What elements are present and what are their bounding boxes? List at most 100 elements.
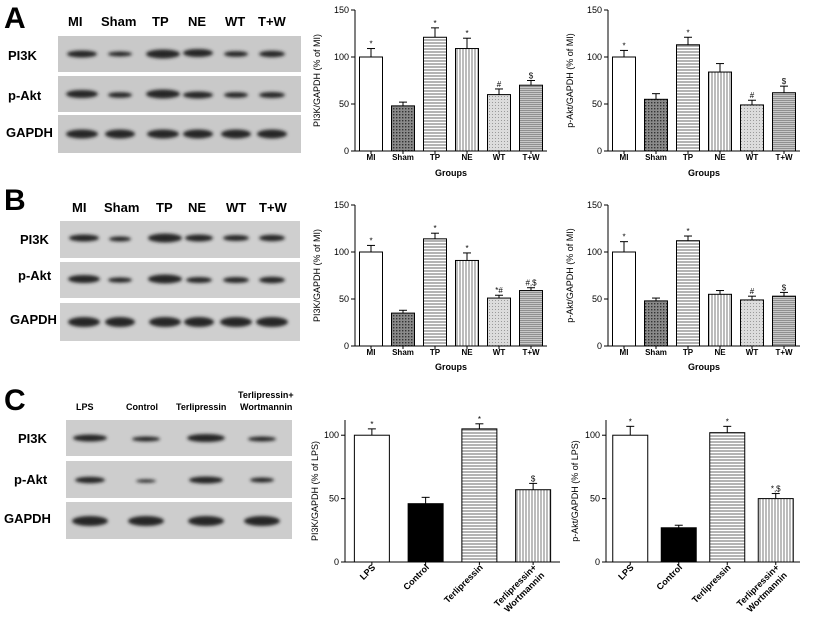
y-tick-label: 100 (334, 52, 349, 62)
x-tick-label: Control (654, 562, 684, 592)
band (250, 477, 274, 483)
bar (515, 489, 552, 563)
band (257, 129, 287, 139)
bar (644, 300, 668, 347)
bar (644, 98, 668, 152)
bar (359, 56, 383, 152)
y-axis-label: p-Akt/GAPDH (% of MI) (565, 33, 575, 128)
bar (455, 259, 479, 347)
chart-c-pi3k: 0 50 100 PI3K/GAPDH (% of LPS) * LPS Control * T… (310, 415, 560, 614)
bar (676, 44, 700, 152)
blot-b-lane-label: Sham (104, 200, 139, 215)
y-tick-label: 50 (592, 294, 602, 304)
band (105, 317, 135, 327)
x-tick-label: NE (714, 348, 726, 357)
band (186, 277, 212, 283)
band (183, 129, 213, 139)
blot-b-lane-label: WT (226, 200, 246, 215)
x-axis-label: Groups (435, 362, 467, 372)
blot-b-lane-label: NE (188, 200, 206, 215)
band (244, 516, 280, 526)
blot-c-lane-label: Terlipressin+ Wortmannin (238, 390, 296, 412)
y-tick-label: 0 (597, 146, 602, 156)
bar (461, 428, 498, 563)
x-tick-label-line: Terlipressin (690, 562, 733, 605)
x-tick-label: TP (430, 153, 441, 162)
band (69, 234, 99, 242)
band (146, 49, 180, 59)
blot-c-lane-label-line2: Wortmannin (240, 402, 292, 412)
bar (740, 299, 764, 347)
x-tick-label: Sham (645, 153, 667, 162)
x-tick-label-line: LPS (616, 562, 635, 581)
x-tick-label: T+W (775, 348, 793, 357)
x-axis-label: Groups (688, 362, 720, 372)
band (224, 51, 248, 57)
blot-a-lane-label: TP (152, 14, 169, 29)
bar (359, 251, 383, 347)
x-tick-label: LPS (616, 562, 635, 581)
x-tick-label: Terlipressin+Wortmannin (735, 562, 789, 616)
y-tick-label: 0 (597, 341, 602, 351)
y-tick-label: 100 (324, 430, 339, 440)
band (73, 434, 107, 442)
bar (612, 56, 636, 152)
chart-b-pakt: 0 50 100 150 p-Akt/GAPDH (% of MI) Groups * MI S… (565, 200, 800, 372)
blot-a: MI Sham TP NE WT T+W PI3K p-Akt GAPDH (6, 14, 301, 153)
panel-label-b: B (4, 184, 26, 217)
band (221, 129, 251, 139)
x-tick-label: NE (714, 153, 726, 162)
band (105, 129, 135, 139)
bar (709, 432, 746, 563)
y-tick-label: 0 (344, 146, 349, 156)
bar (423, 36, 447, 152)
blot-b: MI Sham TP NE WT T+W PI3K p-Akt GAPDH (10, 200, 300, 341)
significance-label: # (497, 80, 502, 89)
band (109, 236, 131, 242)
band (223, 235, 249, 241)
band (224, 92, 248, 98)
significance-label: * (478, 415, 481, 424)
y-tick-label: 100 (587, 52, 602, 62)
x-tick-label: LPS (358, 562, 377, 581)
bar (519, 290, 543, 347)
bar (487, 297, 511, 347)
y-tick-label: 50 (339, 99, 349, 109)
band (75, 476, 105, 484)
x-tick-label: Sham (392, 348, 414, 357)
bar (612, 434, 649, 563)
blot-c-lane-label: LPS (76, 402, 94, 412)
y-tick-label: 100 (585, 430, 600, 440)
bar (391, 105, 415, 152)
blot-c: LPS Control Terlipressin Terlipressin+ W… (4, 390, 296, 539)
band (128, 516, 164, 526)
bar (612, 251, 636, 347)
x-tick-label: Sham (645, 348, 667, 357)
bar (757, 498, 794, 563)
x-tick-label: Terlipressin (690, 562, 733, 605)
y-axis-label: p-Akt/GAPDH (% of MI) (565, 228, 575, 323)
x-tick-label: Terlipressin (442, 562, 485, 605)
blot-a-row-label: p-Akt (8, 88, 42, 103)
x-tick-label-line: Control (654, 562, 684, 592)
x-tick-label: NE (461, 348, 473, 357)
chart-c-pakt: 0 50 100 p-Akt/GAPDH (% of LPS) * LPS Control *… (570, 417, 800, 616)
band (259, 276, 285, 284)
bar (519, 84, 543, 152)
x-axis-label: Groups (435, 168, 467, 178)
blot-b-row-label: PI3K (20, 232, 50, 247)
band (248, 436, 276, 442)
blot-b-lane-label: MI (72, 200, 86, 215)
y-tick-label: 50 (592, 99, 602, 109)
band (108, 277, 132, 283)
significance-label: *# (495, 286, 503, 295)
y-tick-label: 0 (595, 557, 600, 567)
x-tick-label: Control (401, 562, 431, 592)
band (183, 49, 213, 57)
bar (660, 527, 697, 563)
band (189, 476, 223, 484)
significance-label: $ (531, 474, 536, 483)
blot-b-row-label: GAPDH (10, 312, 57, 327)
band (187, 434, 225, 442)
y-tick-label: 150 (587, 5, 602, 15)
